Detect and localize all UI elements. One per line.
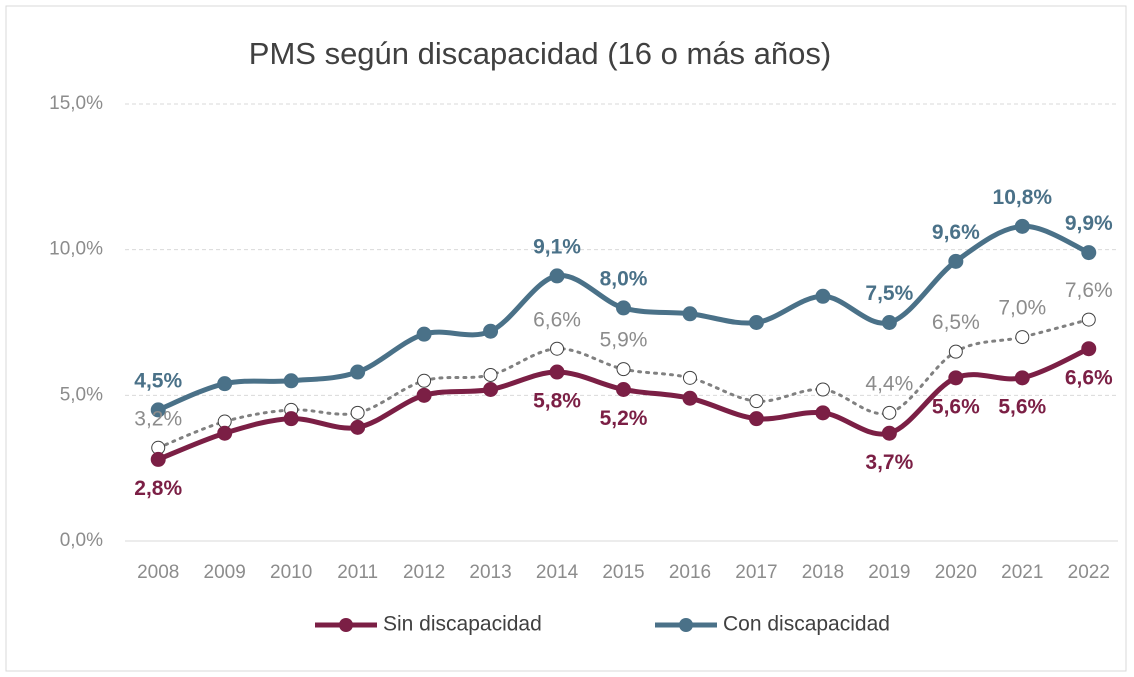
point-marker [815, 288, 831, 304]
point-marker [616, 362, 631, 377]
point-marker [217, 376, 233, 392]
point-marker [150, 402, 166, 418]
point-marker [682, 306, 698, 322]
data-label: 6,6% [1065, 366, 1113, 389]
point-marker [350, 405, 365, 420]
x-tick-label: 2018 [802, 562, 844, 583]
chart-title: PMS según discapacidad (16 o más años) [249, 36, 831, 71]
y-tick-label: 10,0% [49, 239, 103, 260]
point-marker [748, 315, 764, 330]
data-label: 5,8% [533, 390, 581, 413]
point-marker [815, 405, 831, 421]
data-label: 9,9% [1065, 212, 1113, 235]
point-marker [1081, 341, 1097, 357]
y-tick-label: 0,0% [60, 530, 103, 551]
legend-label: Con discapacidad [723, 613, 890, 636]
data-label: 3,7% [865, 451, 913, 474]
x-tick-label: 2011 [337, 562, 378, 583]
data-label: 5,9% [600, 329, 648, 352]
point-marker [881, 315, 897, 330]
legend-marker [679, 618, 693, 632]
x-tick-label: 2008 [137, 562, 179, 583]
point-marker [1081, 312, 1096, 327]
data-label: 4,4% [865, 372, 913, 395]
point-marker [948, 253, 964, 269]
point-marker [616, 382, 631, 398]
x-tick-label: 2014 [536, 562, 579, 583]
x-tick-label: 2009 [204, 562, 246, 583]
data-label: 9,1% [533, 235, 581, 258]
legend-marker [339, 618, 353, 632]
point-marker [416, 387, 432, 403]
point-marker [682, 390, 698, 406]
point-marker [350, 364, 366, 380]
x-tick-label: 2019 [868, 562, 910, 583]
x-tick-label: 2010 [270, 562, 312, 583]
x-tick-label: 2017 [735, 562, 777, 583]
point-marker [150, 451, 166, 467]
x-tick-label: 2022 [1068, 562, 1110, 583]
data-label: 6,6% [533, 308, 581, 331]
point-marker [882, 405, 897, 420]
data-label: 5,6% [932, 395, 980, 418]
point-marker [417, 373, 432, 388]
point-marker [283, 411, 299, 427]
data-label: 10,8% [993, 186, 1053, 209]
point-marker [748, 411, 764, 427]
point-marker [881, 425, 897, 441]
chart-frame [5, 5, 1127, 672]
point-marker [217, 425, 233, 441]
data-label: 8,0% [600, 267, 648, 290]
x-tick-label: 2020 [935, 562, 977, 583]
y-tick-label: 15,0% [49, 93, 103, 114]
point-marker [1014, 218, 1030, 234]
point-marker [682, 370, 697, 385]
data-label: 7,6% [1065, 279, 1113, 302]
data-label: 7,5% [865, 282, 913, 305]
data-label: 2,8% [134, 477, 182, 500]
point-marker [549, 364, 565, 380]
data-label: 7,0% [998, 297, 1046, 320]
point-marker [550, 341, 565, 356]
point-marker [815, 382, 830, 397]
point-marker [749, 394, 764, 409]
data-label: 5,6% [998, 395, 1046, 418]
y-tick-label: 5,0% [60, 384, 103, 405]
x-tick-label: 2021 [1001, 562, 1043, 583]
x-tick-label: 2016 [669, 562, 711, 583]
data-label: 6,5% [932, 311, 980, 334]
point-marker [1014, 370, 1030, 386]
point-marker [483, 382, 499, 398]
x-tick-label: 2013 [469, 562, 511, 583]
data-label: 9,6% [932, 221, 980, 244]
point-marker [1015, 330, 1030, 345]
point-marker [416, 326, 432, 342]
x-tick-label: 2012 [403, 562, 445, 583]
point-marker [350, 419, 366, 435]
point-marker [549, 268, 565, 284]
point-marker [948, 344, 963, 359]
point-marker [1081, 245, 1097, 261]
legend-label: Sin discapacidad [383, 613, 542, 636]
point-marker [483, 367, 498, 382]
data-label: 5,2% [600, 407, 648, 430]
data-label: 4,5% [134, 369, 182, 392]
point-marker [948, 370, 964, 386]
data-label: 3,2% [134, 407, 182, 430]
point-marker [616, 300, 631, 316]
point-marker [483, 323, 499, 339]
x-tick-label: 2015 [602, 562, 644, 583]
point-marker [283, 373, 299, 389]
